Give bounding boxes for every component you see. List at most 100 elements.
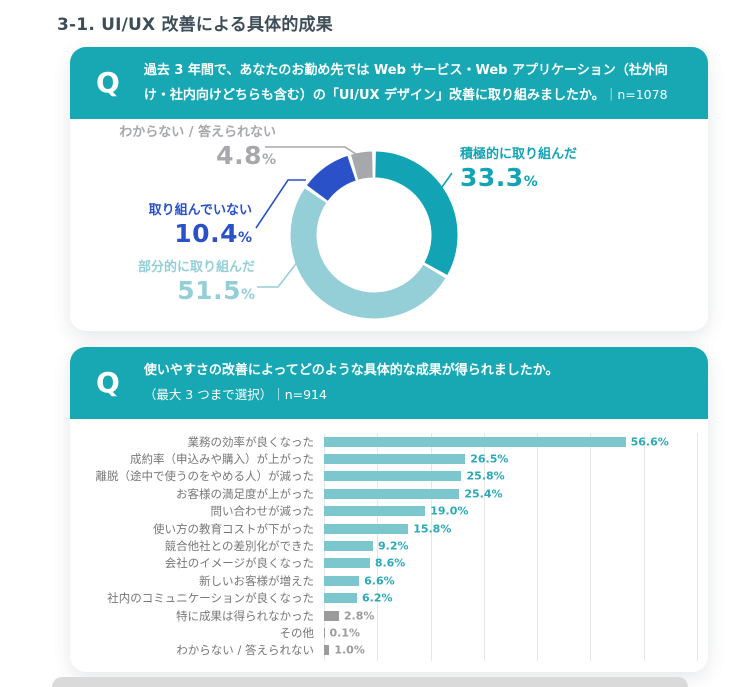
bar-track: 6.2% <box>324 591 697 605</box>
bar-fill <box>324 471 462 482</box>
gridline-40 <box>537 433 539 661</box>
bar-track: 1.0% <box>324 644 697 657</box>
page-title: 3-1. UI/UX 改善による具体的成果 <box>57 15 333 35</box>
question-text: 使いやすさの改善によってどのような具体的な成果が得られましたか。 （最大 3 つ… <box>144 358 559 409</box>
bar-fill <box>324 488 460 499</box>
bar-category-label: 使い方の教育コストが下がった <box>153 521 314 536</box>
bar-value-label: 26.5% <box>470 452 509 466</box>
bar-value-label: 0.1% <box>329 626 361 640</box>
bar-fill <box>324 593 358 604</box>
percent-sign: % <box>261 151 276 168</box>
q-badge: Q <box>96 366 120 399</box>
donut-label-text: 取り組んでいない <box>148 203 252 218</box>
bar-row-6: 競合他社との差別化ができた 9.2% <box>70 537 708 554</box>
donut-label-text: わからない / 答えられない <box>119 125 276 140</box>
bar-category-label: 競合他社との差別化ができた <box>164 539 314 554</box>
bar-row-2: 離脱（途中で使うのをやめる人）が減った 25.8% <box>70 468 708 485</box>
question-header: Q 過去 3 年間で、あなたのお勤め先では Web サービス・Web アプリケー… <box>70 47 708 119</box>
bar-category-label: 問い合わせが減った <box>210 504 315 519</box>
percent-sign: % <box>523 173 538 190</box>
bar-fill <box>324 541 374 552</box>
bar-category-label: 離脱（途中で使うのをやめる人）が減った <box>95 469 315 484</box>
bar-fill <box>324 558 370 569</box>
bar-fill <box>324 645 330 656</box>
question-main: 使いやすさの改善によってどのような具体的な成果が得られましたか。 <box>143 362 559 378</box>
percent-sign: % <box>237 229 252 246</box>
donut-label-2: 取り組んでいない 10.4% <box>149 203 252 248</box>
bar-fill <box>324 610 339 621</box>
bar-row-7: 会社のイメージが良くなった 8.6% <box>70 555 708 572</box>
donut-chart-area: 積極的に取り組んだ 33.3% 部分的に取り組んだ 51.5% 取り組んでいない 10.4… <box>70 119 708 331</box>
bar-value-label: 6.6% <box>364 574 395 588</box>
bar-value-label: 25.4% <box>464 487 503 501</box>
bar-category-label: 新しいお客様が増えた <box>199 573 314 588</box>
bar-row-12: わからない / 答えられない 1.0% <box>70 642 708 659</box>
donut-label-value: 10.4 <box>174 218 238 248</box>
donut-label-text: 積極的に取り組んだ <box>460 147 578 162</box>
bar-chart-area: 業務の効率が良くなった 56.6% 成約率（申込みや購入）が上がった 26.5% 離脱（… <box>70 419 708 672</box>
donut-label-value: 4.8 <box>216 140 262 170</box>
bar-value-label: 56.6% <box>630 435 669 449</box>
bar-track: 25.8% <box>324 469 697 483</box>
bar-row-11: その他 0.1% <box>70 624 708 641</box>
bar-category-label: 業務の効率が良くなった <box>187 434 315 449</box>
bar-track: 56.6% <box>324 435 697 449</box>
question-text: 過去 3 年間で、あなたのお勤め先では Web サービス・Web アプリケーショ… <box>144 58 682 109</box>
bar-value-label: 19.0% <box>430 504 469 518</box>
bar-row-1: 成約率（申込みや購入）が上がった 26.5% <box>70 450 708 467</box>
bar-value-label: 25.8% <box>466 469 505 483</box>
bar-category-label: 社内のコミュニケーションが良くなった <box>107 591 314 606</box>
bar-category-label: お客様の満足度が上がった <box>176 486 314 501</box>
bar-track: 6.6% <box>324 574 697 588</box>
donut-leader-line-1 <box>257 255 303 288</box>
bar-value-label: 15.8% <box>413 522 452 536</box>
bar-question-card: Q 使いやすさの改善によってどのような具体的な成果が得られましたか。 （最大 3… <box>70 347 708 672</box>
bar-category-label: その他 <box>279 625 315 640</box>
gridline-70 <box>697 433 698 661</box>
question-sub: （最大 3 つまで選択）｜n=914 <box>143 387 327 402</box>
donut-segment-2 <box>306 155 357 202</box>
donut-label-3: わからない / 答えられない 4.8% <box>119 125 276 170</box>
bar-track: 0.1% <box>324 626 697 640</box>
bar-row-0: 業務の効率が良くなった 56.6% <box>70 433 708 450</box>
gridline-20 <box>430 433 432 661</box>
bar-row-10: 特に成果は得られなかった 2.8% <box>70 607 708 624</box>
gridline-60 <box>643 433 645 661</box>
donut-question-card: Q 過去 3 年間で、あなたのお勤め先では Web サービス・Web アプリケー… <box>70 47 708 331</box>
donut-segment-0 <box>374 151 458 275</box>
bar-fill <box>324 523 409 534</box>
q-badge: Q <box>96 66 120 99</box>
bar-chart: 業務の効率が良くなった 56.6% 成約率（申込みや購入）が上がった 26.5% 離脱（… <box>70 433 708 661</box>
bar-fill <box>324 627 325 638</box>
bar-row-5: 使い方の教育コストが下がった 15.8% <box>70 520 708 537</box>
next-card-top-edge <box>52 677 688 687</box>
donut-label-value: 51.5 <box>177 275 241 305</box>
donut-leader-line-2 <box>255 179 306 229</box>
gridline-30 <box>483 433 485 661</box>
bar-value-label: 2.8% <box>343 609 375 623</box>
bar-track: 19.0% <box>324 504 697 518</box>
bar-track: 2.8% <box>324 609 697 623</box>
bar-category-label: 成約率（申込みや購入）が上がった <box>130 452 314 467</box>
bar-track: 8.6% <box>324 556 697 570</box>
bar-value-label: 9.2% <box>378 539 409 553</box>
bar-rows: 業務の効率が良くなった 56.6% 成約率（申込みや購入）が上がった 26.5% 離脱（… <box>70 433 708 659</box>
question-header: Q 使いやすさの改善によってどのような具体的な成果が得られましたか。 （最大 3… <box>70 347 708 419</box>
donut-chart <box>255 146 458 319</box>
donut-leader-line-3 <box>265 146 363 159</box>
bar-category-label: 特に成果は得られなかった <box>176 608 314 623</box>
bar-row-3: お客様の満足度が上がった 25.4% <box>70 485 708 502</box>
bar-value-label: 8.6% <box>374 556 406 570</box>
donut-label-1: 部分的に取り組んだ 51.5% <box>138 260 255 305</box>
percent-sign: % <box>240 286 255 303</box>
donut-label-text: 部分的に取り組んだ <box>137 260 255 275</box>
bar-row-8: 新しいお客様が増えた 6.6% <box>70 572 708 589</box>
bar-fill <box>324 506 426 517</box>
donut-segment-3 <box>351 151 374 180</box>
bar-track: 9.2% <box>324 539 697 553</box>
bar-track: 26.5% <box>324 452 697 466</box>
bar-fill <box>324 454 466 465</box>
donut-segment-1 <box>290 188 446 319</box>
bar-value-label: 6.2% <box>362 591 393 605</box>
donut-label-value: 33.3 <box>460 162 524 192</box>
